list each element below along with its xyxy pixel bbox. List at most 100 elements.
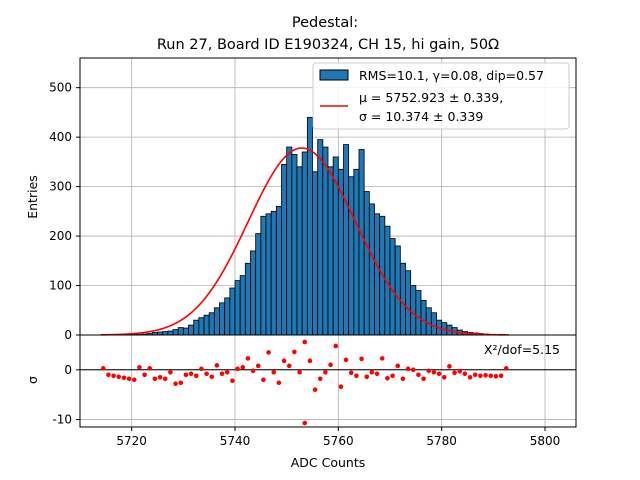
histogram-bar [420, 299, 427, 336]
residual-point [281, 358, 287, 364]
histogram-bar [270, 210, 277, 336]
residual-point [472, 372, 478, 378]
residual-point [147, 366, 153, 371]
residual-point [503, 366, 509, 371]
histogram-bar [405, 270, 412, 336]
residual-point [183, 372, 189, 378]
residual-point [390, 373, 395, 379]
residual-point [240, 365, 246, 370]
residual-point [323, 369, 328, 375]
residual-point [261, 377, 266, 383]
histogram-bar [193, 319, 200, 336]
residual-point [245, 356, 251, 361]
residual-point [193, 373, 199, 379]
histogram-bar [208, 312, 215, 336]
histogram-bar [301, 151, 308, 336]
x-tick-label: 5740 [220, 434, 251, 448]
top-y-tick-label: 100 [49, 279, 72, 293]
x-axis-label: ADC Counts [291, 455, 366, 470]
chart-title: Pedestal: Run 27, Board ID E190324, CH 1… [157, 15, 499, 53]
histogram-bar [188, 324, 195, 336]
bottom-y-ticks: -10 0 [52, 363, 80, 427]
histogram-bar [425, 307, 432, 336]
histogram-bar [343, 144, 350, 336]
histogram-bar [430, 312, 437, 336]
residual-point [493, 373, 499, 379]
x-tick-label: 5800 [530, 434, 561, 448]
histogram-bar [213, 307, 220, 336]
residual-point [395, 363, 401, 369]
histogram-bar [255, 233, 262, 336]
residual-point [426, 368, 432, 374]
residual-point [157, 374, 163, 380]
residual-point [374, 371, 380, 377]
histogram-bar [348, 176, 355, 336]
histogram-bar [229, 287, 236, 336]
residual-point [317, 376, 323, 382]
residual-point [302, 339, 308, 345]
histogram-bar [203, 314, 210, 336]
legend-fit-label-line2: σ = 10.374 ± 0.339 [359, 109, 483, 124]
residual-point [204, 371, 209, 377]
residual-point [224, 369, 230, 375]
histogram-bar [182, 327, 189, 336]
residual-point [400, 376, 406, 382]
residual-point [131, 377, 137, 383]
residual-point [235, 366, 240, 372]
histogram-bar [265, 213, 272, 336]
chi2-annotation: X²/dof=5.15 [484, 342, 560, 357]
histogram-bar [312, 171, 319, 336]
histogram-bar [286, 146, 293, 336]
histogram-bar [244, 262, 251, 336]
residual-point [199, 366, 204, 372]
chart-title-line1: Pedestal: [292, 15, 358, 31]
residual-point [416, 372, 421, 378]
residual-point [354, 373, 359, 379]
histogram-bar [394, 245, 401, 336]
x-ticks: 5720 5740 5760 5780 5800 [116, 427, 560, 448]
residual-point [276, 380, 282, 386]
residual-point [369, 369, 375, 375]
histogram-bar [162, 331, 169, 336]
residual-point [214, 363, 220, 368]
residual-point [328, 362, 333, 368]
residual-point [488, 373, 494, 379]
top-y-ticks: 0 100 200 300 400 500 [49, 81, 80, 342]
residual-point [152, 376, 158, 382]
histogram-bar [234, 280, 241, 336]
residual-point [173, 381, 178, 387]
histogram-bar [177, 327, 184, 336]
residual-point [312, 387, 318, 393]
bottom-y-tick-label: -10 [52, 413, 72, 427]
residual-point [250, 368, 256, 374]
histogram-bar [327, 166, 334, 336]
histogram-bar [410, 285, 417, 336]
residual-point [405, 366, 411, 372]
histogram-bars [120, 116, 505, 336]
top-y-tick-label: 500 [49, 81, 72, 95]
top-y-tick-label: 300 [49, 180, 72, 194]
histogram-bar [291, 154, 298, 336]
histogram-bar [296, 166, 303, 336]
residual-point [230, 378, 235, 384]
x-tick-label: 5760 [323, 434, 354, 448]
histogram-bar [275, 205, 282, 336]
residual-point [410, 367, 416, 373]
histogram-bar [358, 149, 365, 336]
histogram-bar [399, 262, 406, 336]
legend-fit-label-line1: μ = 5752.923 ± 0.339, [359, 90, 503, 105]
histogram-bar [250, 250, 257, 336]
histogram-bar [224, 297, 231, 336]
top-y-tick-label: 200 [49, 229, 72, 243]
residual-point [286, 363, 292, 369]
residual-point [498, 373, 504, 379]
residual-point [266, 350, 271, 355]
residual-point [307, 358, 313, 364]
legend-hist-swatch [319, 69, 349, 81]
residual-point [343, 357, 349, 363]
residual-point [431, 369, 437, 375]
residual-point [168, 369, 173, 375]
residual-point [447, 364, 452, 369]
histogram-bar [322, 146, 329, 336]
x-tick-label: 5780 [426, 434, 457, 448]
